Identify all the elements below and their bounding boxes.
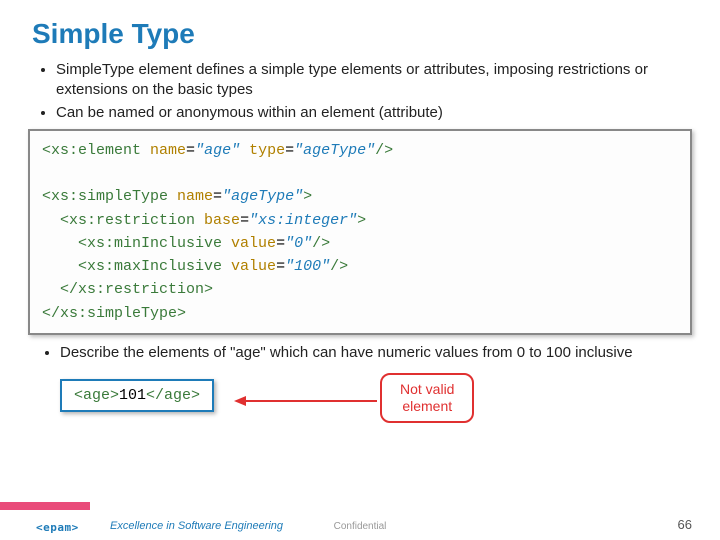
code-tag: <xs:minInclusive bbox=[78, 235, 222, 252]
code-attr: name bbox=[168, 188, 213, 205]
bullet-item: SimpleType element defines a simple type… bbox=[56, 60, 720, 101]
code-tag: /> bbox=[330, 258, 348, 275]
footer: <epam> Excellence in Software Engineerin… bbox=[0, 502, 720, 540]
bullet-list-bottom: Describe the elements of "age" which can… bbox=[60, 343, 720, 363]
code-block: <xs:element name="age" type="ageType"/> … bbox=[28, 129, 692, 335]
code-tag: <age> bbox=[74, 387, 119, 404]
code-tag: </xs:simpleType> bbox=[42, 305, 186, 322]
code-tag: > bbox=[357, 212, 366, 229]
page-title: Simple Type bbox=[0, 0, 720, 50]
code-attr: name bbox=[141, 142, 186, 159]
code-tag: /> bbox=[375, 142, 393, 159]
example-value: 101 bbox=[119, 387, 146, 404]
code-tag: > bbox=[303, 188, 312, 205]
arrow-icon bbox=[232, 391, 382, 411]
bullet-item: Describe the elements of "age" which can… bbox=[60, 343, 720, 363]
code-val: "0" bbox=[285, 235, 312, 252]
code-attr: value bbox=[222, 235, 276, 252]
code-tag: <xs:simpleType bbox=[42, 188, 168, 205]
footer-accent-bar bbox=[0, 502, 90, 510]
bullet-list-top: SimpleType element defines a simple type… bbox=[56, 60, 720, 123]
bullet-item: Can be named or anonymous within an elem… bbox=[56, 103, 720, 123]
code-tag: <xs:maxInclusive bbox=[78, 258, 222, 275]
code-val: "age" bbox=[195, 142, 240, 159]
page-number: 66 bbox=[678, 517, 692, 532]
code-attr: value bbox=[222, 258, 276, 275]
callout-box: Not valid element bbox=[380, 373, 474, 423]
code-tag: </age> bbox=[146, 387, 200, 404]
code-tag: <xs:restriction bbox=[60, 212, 195, 229]
footer-confidential: Confidential bbox=[0, 521, 720, 532]
callout-text: element bbox=[402, 398, 452, 414]
code-attr: base bbox=[195, 212, 240, 229]
code-val: "xs:integer" bbox=[249, 212, 357, 229]
code-attr: type bbox=[240, 142, 285, 159]
example-code-box: <age>101</age> bbox=[60, 379, 214, 412]
code-tag: </xs:restriction> bbox=[60, 281, 213, 298]
code-val: "ageType" bbox=[294, 142, 375, 159]
example-row: <age>101</age> Not valid element bbox=[60, 373, 720, 433]
callout-text: Not valid bbox=[400, 381, 454, 397]
code-tag: <xs:element bbox=[42, 142, 141, 159]
code-tag: /> bbox=[312, 235, 330, 252]
code-val: "100" bbox=[285, 258, 330, 275]
code-val: "ageType" bbox=[222, 188, 303, 205]
